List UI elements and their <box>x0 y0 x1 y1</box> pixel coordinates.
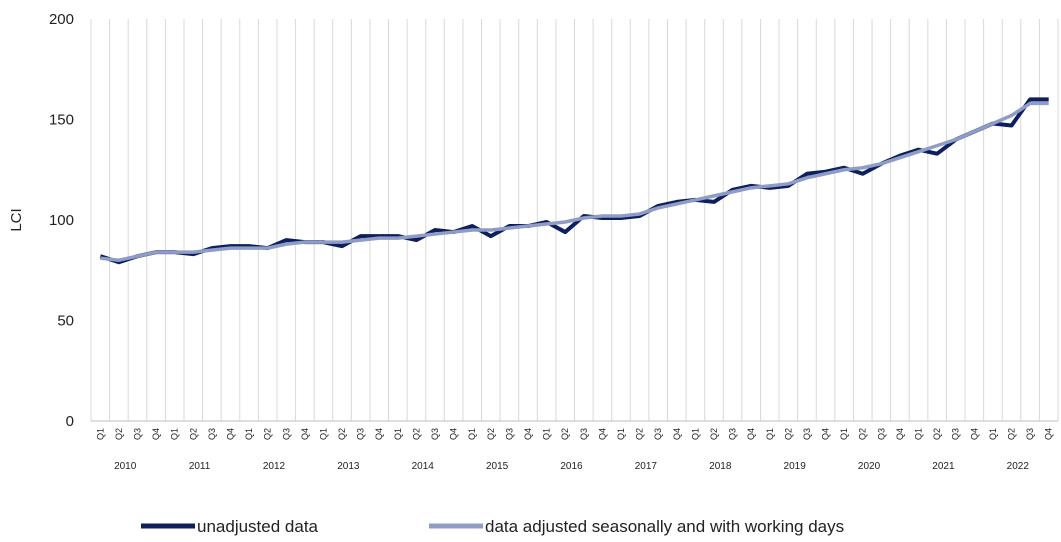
quarter-tick-label: Q3 <box>728 428 738 440</box>
quarter-tick-label: Q3 <box>876 428 886 440</box>
quarter-tick-label: Q4 <box>821 428 831 440</box>
quarter-tick-label: Q4 <box>1044 428 1054 440</box>
year-tick-label: 2018 <box>709 461 732 472</box>
quarter-tick-label: Q2 <box>858 428 868 440</box>
quarter-tick-label: Q4 <box>449 428 459 440</box>
quarter-tick-label: Q4 <box>597 428 607 440</box>
year-tick-label: 2013 <box>337 461 360 472</box>
quarter-tick-label: Q3 <box>1025 428 1035 440</box>
year-tick-label: 2017 <box>635 461 658 472</box>
quarter-tick-label: Q2 <box>635 428 645 440</box>
quarter-tick-label: Q4 <box>151 428 161 440</box>
quarter-tick-label: Q2 <box>486 428 496 440</box>
quarter-tick-label: Q1 <box>95 428 105 440</box>
quarter-tick-label: Q1 <box>988 428 998 440</box>
quarter-tick-label: Q1 <box>542 428 552 440</box>
quarter-tick-label: Q3 <box>653 428 663 440</box>
y-tick-label: 100 <box>49 212 74 229</box>
quarter-tick-label: Q1 <box>839 428 849 440</box>
quarter-tick-label: Q4 <box>225 428 235 440</box>
quarter-tick-label: Q1 <box>318 428 328 440</box>
quarter-tick-label: Q2 <box>114 428 124 440</box>
quarter-tick-label: Q2 <box>1007 428 1017 440</box>
quarter-tick-label: Q1 <box>690 428 700 440</box>
quarter-tick-label: Q1 <box>765 428 775 440</box>
year-tick-label: 2019 <box>784 461 807 472</box>
quarter-tick-label: Q4 <box>374 428 384 440</box>
quarter-tick-label: Q1 <box>914 428 924 440</box>
y-axis-title: LCI <box>8 208 25 231</box>
y-tick-label: 0 <box>66 413 74 430</box>
year-tick-label: 2012 <box>263 461 286 472</box>
year-tick-label: 2015 <box>486 461 509 472</box>
quarter-tick-label: Q4 <box>969 428 979 440</box>
quarter-tick-label: Q1 <box>393 428 403 440</box>
quarter-tick-label: Q2 <box>411 428 421 440</box>
quarter-tick-label: Q3 <box>356 428 366 440</box>
quarter-tick-label: Q3 <box>430 428 440 440</box>
quarter-tick-label: Q4 <box>895 428 905 440</box>
year-tick-label: 2010 <box>114 461 137 472</box>
year-tick-label: 2020 <box>858 461 881 472</box>
quarter-tick-label: Q2 <box>337 428 347 440</box>
quarter-tick-label: Q3 <box>951 428 961 440</box>
quarter-tick-label: Q2 <box>932 428 942 440</box>
y-tick-label: 50 <box>57 313 74 330</box>
quarter-tick-label: Q4 <box>523 428 533 440</box>
year-tick-label: 2014 <box>412 461 435 472</box>
quarter-tick-label: Q2 <box>783 428 793 440</box>
quarter-tick-label: Q3 <box>132 428 142 440</box>
quarter-tick-label: Q3 <box>504 428 514 440</box>
quarter-tick-label: Q2 <box>263 428 273 440</box>
quarter-tick-label: Q3 <box>802 428 812 440</box>
series-line-adjusted <box>100 101 1049 262</box>
legend-label: unadjusted data <box>197 517 319 536</box>
quarter-tick-label: Q4 <box>746 428 756 440</box>
year-tick-label: 2011 <box>189 461 211 472</box>
y-tick-label: 150 <box>49 112 74 129</box>
year-tick-label: 2022 <box>1007 461 1030 472</box>
quarter-tick-label: Q3 <box>207 428 217 440</box>
quarter-tick-label: Q1 <box>170 428 180 440</box>
quarter-tick-label: Q3 <box>281 428 291 440</box>
y-tick-label: 200 <box>49 11 74 28</box>
quarter-tick-label: Q4 <box>300 428 310 440</box>
quarter-tick-label: Q4 <box>672 428 682 440</box>
year-tick-label: 2016 <box>560 461 583 472</box>
quarter-tick-label: Q2 <box>709 428 719 440</box>
year-tick-label: 2021 <box>932 461 955 472</box>
quarter-tick-label: Q1 <box>244 428 254 440</box>
quarter-tick-label: Q1 <box>467 428 477 440</box>
quarter-tick-label: Q2 <box>560 428 570 440</box>
quarter-tick-label: Q3 <box>579 428 589 440</box>
legend-label: data adjusted seasonally and with workin… <box>485 517 844 536</box>
quarter-tick-label: Q1 <box>616 428 626 440</box>
quarter-tick-label: Q2 <box>188 428 198 440</box>
